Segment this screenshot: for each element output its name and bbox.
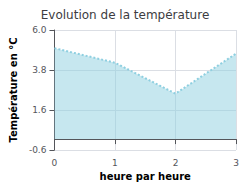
svg-text:Température en °C: Température en °C bbox=[8, 37, 19, 142]
svg-text:1.6: 1.6 bbox=[32, 105, 47, 115]
svg-text:-0.6: -0.6 bbox=[29, 145, 47, 155]
svg-text:6.0: 6.0 bbox=[32, 25, 47, 35]
svg-text:1: 1 bbox=[112, 158, 118, 168]
svg-text:0: 0 bbox=[52, 158, 58, 168]
svg-text:Evolution de la température: Evolution de la température bbox=[41, 8, 210, 22]
svg-text:3.8: 3.8 bbox=[32, 65, 47, 75]
svg-text:3: 3 bbox=[233, 158, 239, 168]
svg-text:2: 2 bbox=[173, 158, 179, 168]
svg-text:heure par heure: heure par heure bbox=[100, 171, 191, 182]
